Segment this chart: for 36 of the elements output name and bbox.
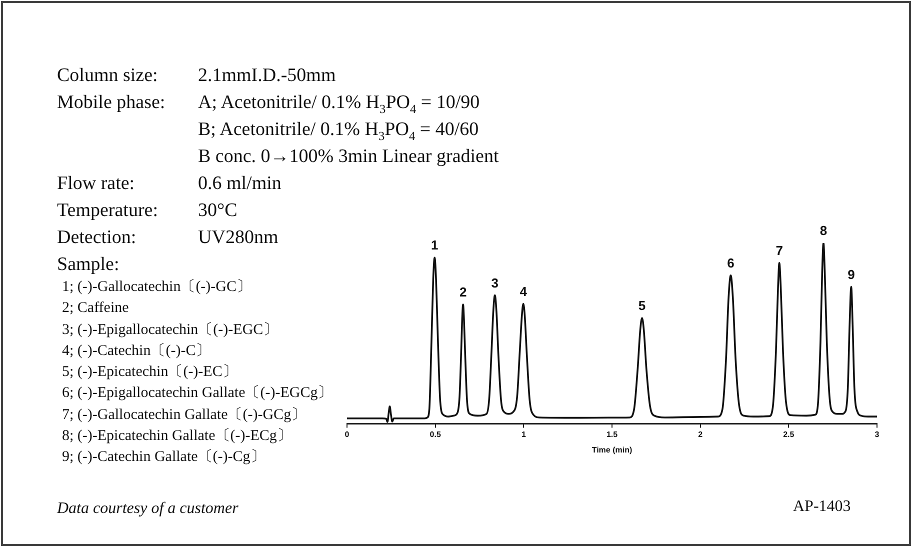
x-axis-title: Time (min) bbox=[592, 445, 632, 454]
text: AP-1403 bbox=[793, 498, 851, 516]
text: 5; (-)-Epicatechin〔(-)-EC〕 bbox=[62, 363, 238, 382]
x-tick-label: 1.5 bbox=[606, 430, 618, 439]
text: B; Acetonitrile/ 0.1% H$_{3}$PO$_{4}$ = 40/60 bbox=[198, 118, 479, 143]
text: Detection: UV280nm bbox=[57, 227, 278, 248]
text: 2; Caffeine bbox=[62, 299, 129, 318]
x-tick-label: 2 bbox=[698, 430, 704, 439]
x-tick-label: 0 bbox=[344, 430, 350, 439]
annotation: 2 bbox=[459, 284, 467, 300]
annotation: 1 bbox=[431, 238, 438, 253]
x-tick-label: 3 bbox=[874, 430, 880, 439]
x-tick-label: 1 bbox=[521, 430, 526, 439]
text: 1; (-)-Gallocatechin〔(-)-GC〕 bbox=[62, 278, 252, 297]
annotation: 3 bbox=[491, 275, 498, 290]
text: Mobile phase: A; Acetonitrile/ 0.1% H$_{3}$PO$_{4}$ = 10/90 bbox=[57, 92, 480, 116]
annotation: 6 bbox=[727, 255, 734, 270]
text: 3; (-)-Epigallocatechin〔(-)-EGC〕 bbox=[62, 320, 278, 340]
annotation: 5 bbox=[638, 298, 646, 314]
text: B conc. 0→100% 3min Linear gradient bbox=[198, 145, 499, 169]
text: 9; (-)-Catechin Gallate〔(-)-Cg〕 bbox=[62, 448, 266, 468]
text: 6; (-)-Epigallocatechin Gallate〔(-)-EGCg〕 bbox=[62, 384, 333, 404]
x-tick-label: 2.5 bbox=[783, 430, 795, 439]
text: Flow rate: 0.6 ml/min bbox=[57, 173, 282, 194]
text: Column size: 2.1mmI.D.-50mm bbox=[57, 65, 336, 86]
annotation: 9 bbox=[848, 266, 855, 282]
text: Temperature: 30°C bbox=[57, 200, 238, 221]
text: Data courtesy of a customer bbox=[57, 500, 238, 518]
annotation: 7 bbox=[776, 242, 783, 258]
text: Sample: bbox=[57, 253, 120, 277]
annotation: 4 bbox=[520, 284, 528, 299]
x-tick-label: 0.5 bbox=[430, 430, 442, 439]
text: 7; (-)-Gallocatechin Gallate〔(-)-GCg〕 bbox=[62, 406, 306, 425]
text: 4; (-)-Catechin〔(-)-C〕 bbox=[62, 342, 211, 361]
annotation: 8 bbox=[820, 223, 828, 238]
text: 8; (-)-Epicatechin Gallate〔(-)-ECg〕 bbox=[62, 427, 292, 446]
